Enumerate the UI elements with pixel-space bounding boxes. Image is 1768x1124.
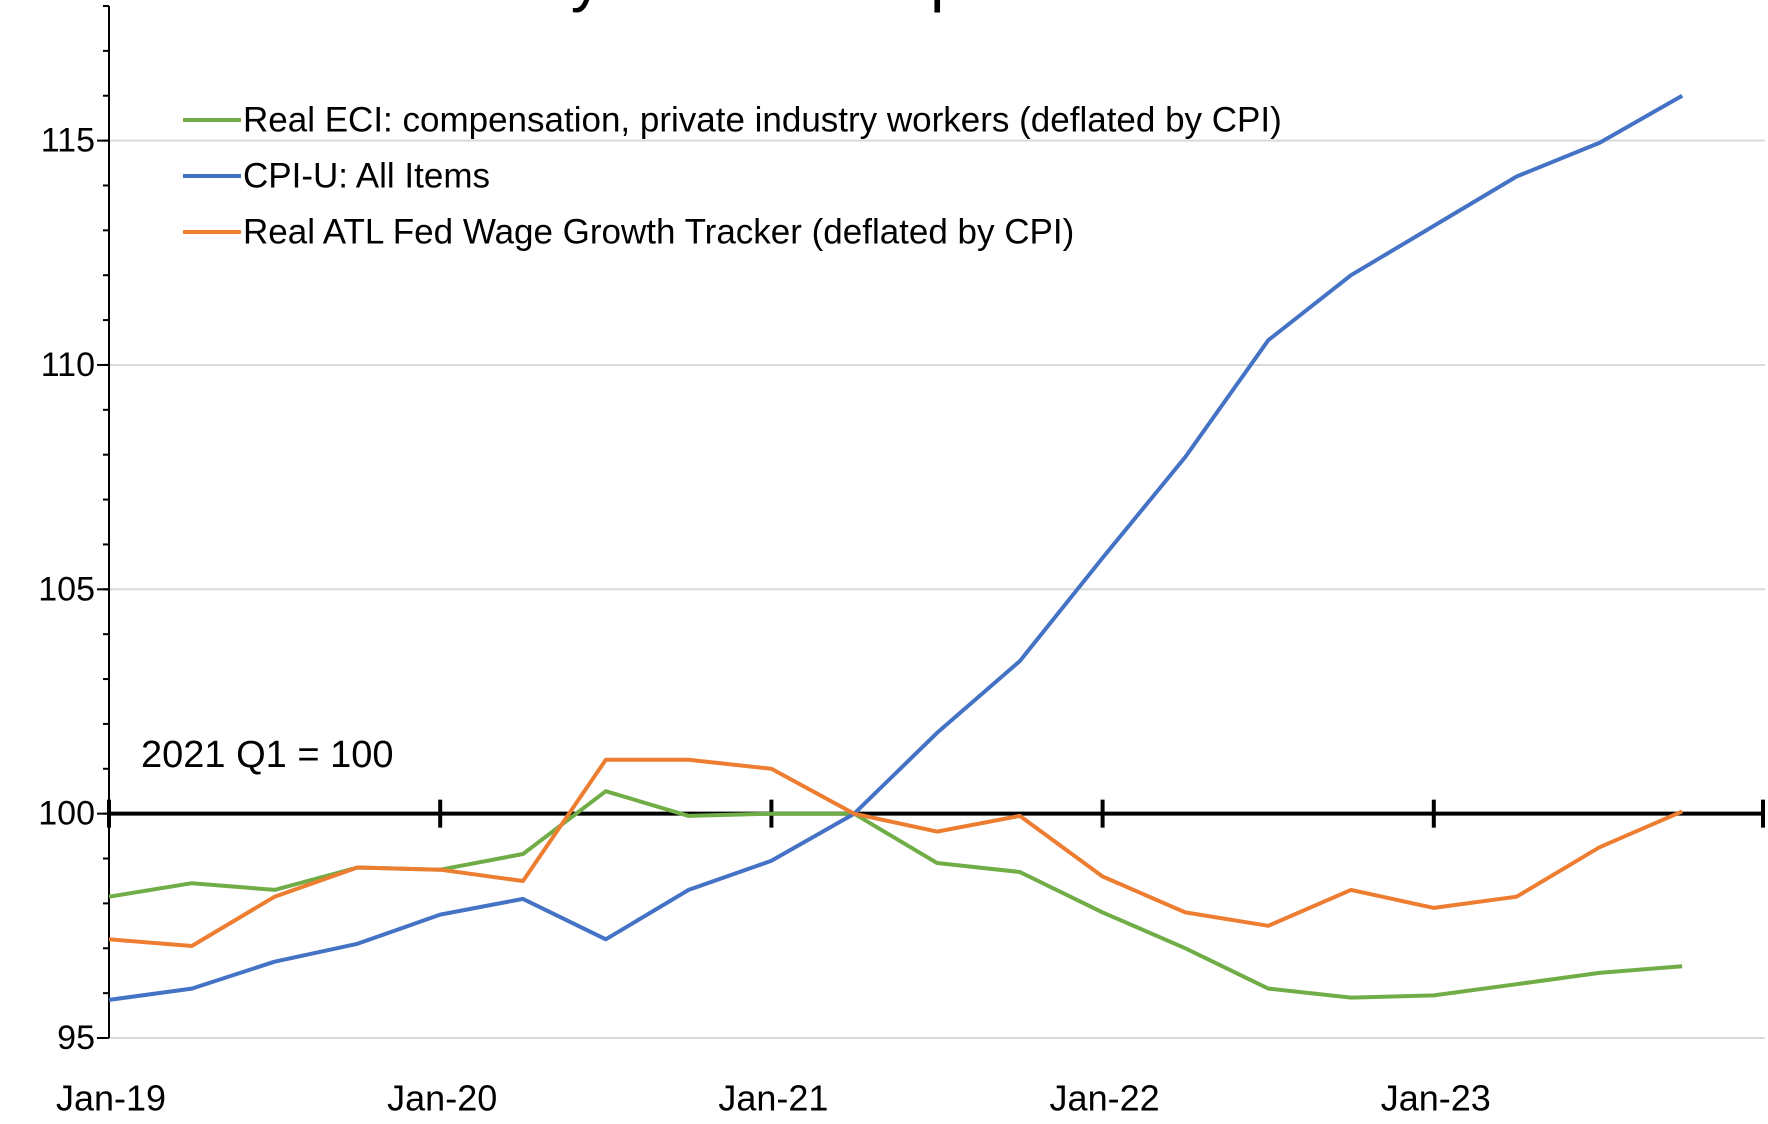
y-tick-label: 95: [57, 1019, 95, 1057]
y-tick-label: 110: [41, 346, 95, 384]
x-tick-label: Jan-22: [1050, 1078, 1160, 1119]
series-line: [108, 757, 1683, 948]
y-tick-label: 105: [38, 570, 95, 608]
x-tick-label: Jan-20: [387, 1078, 497, 1119]
x-tick-label: Jan-19: [56, 1078, 166, 1119]
x-tick-label: Jan-21: [718, 1078, 828, 1119]
legend-label: CPI-U: All Items: [243, 156, 490, 195]
series-line: [108, 93, 1684, 1002]
y-tick-label: 115: [41, 122, 95, 160]
legend-label: Real ATL Fed Wage Growth Tracker (deflat…: [243, 212, 1074, 251]
y-tick-label: 100: [38, 795, 95, 833]
annotation: 2021 Q1 = 100: [141, 734, 394, 776]
x-tick-label: Jan-23: [1381, 1078, 1491, 1119]
chart-title: January 2019 to September 2023: [375, 0, 1325, 13]
legend-label: Real ECI: compensation, private industry…: [243, 100, 1282, 139]
